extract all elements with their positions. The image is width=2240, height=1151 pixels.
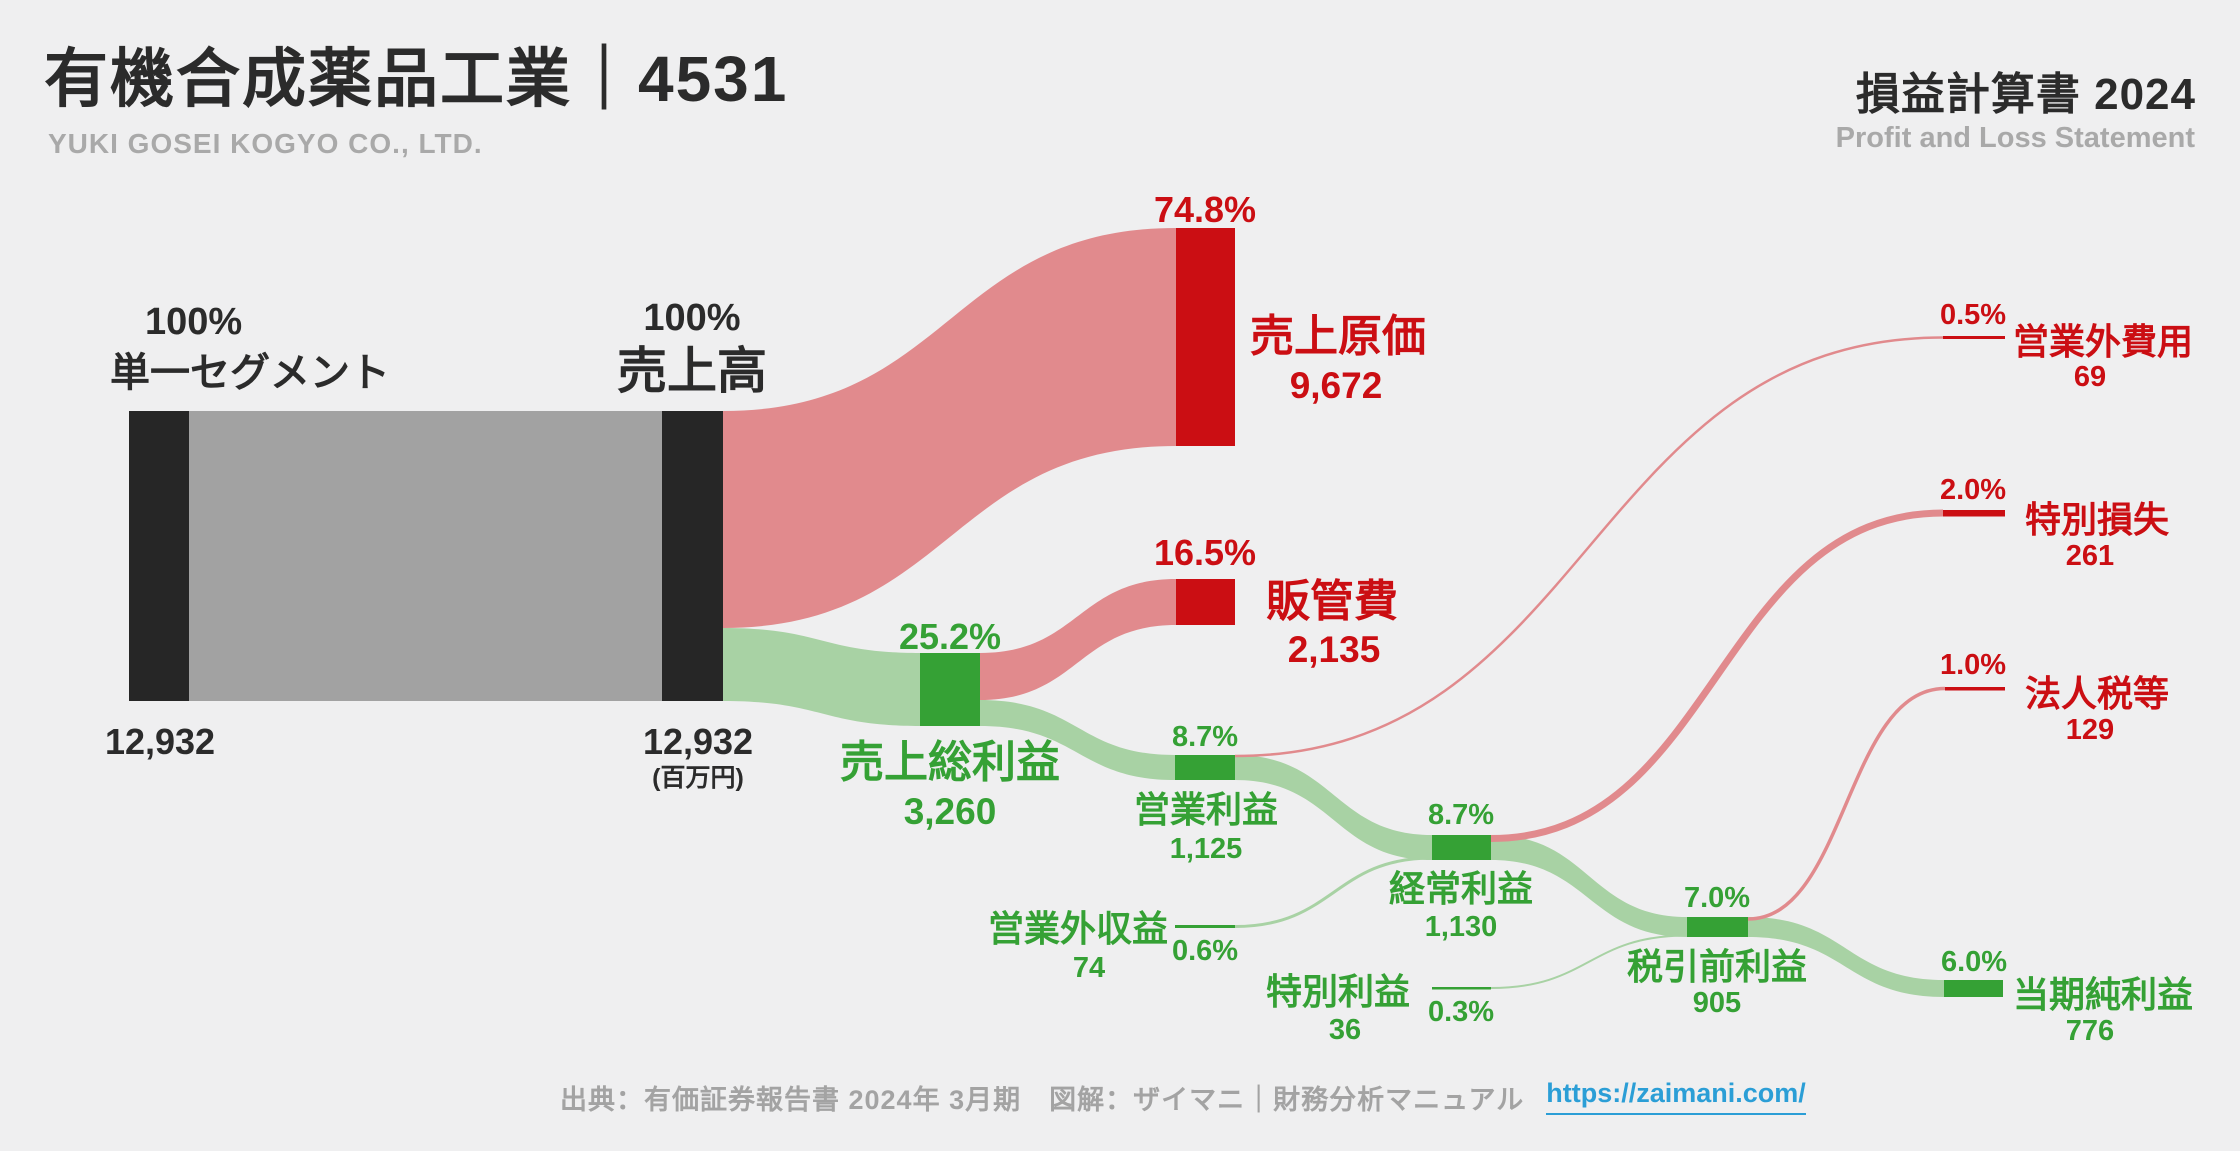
non-operating-income-percent: 0.6% xyxy=(1172,935,1238,967)
pretax-profit-label: 税引前利益 xyxy=(1627,946,1807,987)
extraordinary-gain-percent: 0.3% xyxy=(1428,996,1494,1028)
sales-unit-note: (百万円) xyxy=(652,764,744,792)
extraordinary-loss-label: 特別損失 xyxy=(2025,499,2170,540)
sga-label: 販管費 xyxy=(1266,577,1398,626)
node-bar-non-operating-income xyxy=(1175,925,1235,928)
sales-percent: 100% xyxy=(643,297,740,339)
cogs-label: 売上原価 xyxy=(1250,312,1426,361)
page-subtitle: YUKI GOSEI KOGYO CO., LTD. xyxy=(48,128,483,159)
node-bar-sga xyxy=(1176,579,1235,625)
sales-value: 12,932 xyxy=(643,721,753,762)
segment-percent: 100% xyxy=(145,301,242,343)
ordinary-profit-value: 1,130 xyxy=(1425,911,1498,943)
sga-percent: 16.5% xyxy=(1154,532,1256,573)
node-bar-extraordinary-loss xyxy=(1943,510,2005,517)
net-profit-value: 776 xyxy=(2066,1015,2114,1047)
income-taxes-label: 法人税等 xyxy=(2025,673,2169,714)
gross-profit-label: 売上総利益 xyxy=(840,738,1060,787)
ordinary-profit-label: 経常利益 xyxy=(1389,868,1533,909)
footer-source-text: 出典：有価証券報告書 2024年 3月期 図解：ザイマニ｜財務分析マニュアル xyxy=(560,1085,1525,1115)
flow-pretax-profit-income-taxes xyxy=(1747,686,1946,921)
flow-operating-profit-ordinary-profit xyxy=(1235,755,1432,860)
footer-link[interactable]: https://zaimani.com/ xyxy=(1546,1078,1806,1115)
sga-value: 2,135 xyxy=(1288,629,1381,670)
flow-segment-sales xyxy=(189,411,662,701)
node-bar-non-operating-expense xyxy=(1943,336,2005,339)
gross-profit-percent: 25.2% xyxy=(899,616,1001,657)
footer: 出典：有価証券報告書 2024年 3月期 図解：ザイマニ｜財務分析マニュアル h… xyxy=(560,1078,1806,1117)
node-bar-cogs xyxy=(1176,228,1235,446)
extraordinary-gain-label: 特別利益 xyxy=(1266,971,1410,1012)
document-title: 損益計算書 2024 xyxy=(1855,70,2196,119)
document-subtitle: Profit and Loss Statement xyxy=(1835,122,2195,154)
flow-ordinary-profit-pretax-profit xyxy=(1491,835,1687,937)
node-bar-pretax-profit xyxy=(1687,917,1748,937)
income-taxes-value: 129 xyxy=(2066,714,2114,746)
gross-profit-value: 3,260 xyxy=(904,791,997,832)
flow-non-operating-income-ordinary-profit xyxy=(1234,856,1433,928)
ordinary-profit-percent: 8.7% xyxy=(1428,799,1494,831)
sales-label: 売上高 xyxy=(617,343,767,399)
operating-profit-label: 営業利益 xyxy=(1134,789,1278,830)
node-bar-sales xyxy=(662,411,723,701)
pretax-profit-value: 905 xyxy=(1693,987,1741,1019)
flow-sales-cogs xyxy=(723,228,1176,628)
non-operating-expense-percent: 0.5% xyxy=(1940,299,2006,331)
extraordinary-loss-value: 261 xyxy=(2066,540,2114,572)
flow-ordinary-profit-extraordinary-loss xyxy=(1490,509,1944,842)
net-profit-percent: 6.0% xyxy=(1941,946,2007,978)
cogs-value: 9,672 xyxy=(1290,365,1383,406)
segment-value: 12,932 xyxy=(105,721,215,762)
flow-gross-profit-sga xyxy=(980,579,1176,700)
net-profit-label: 当期純利益 xyxy=(2013,974,2193,1015)
operating-profit-value: 1,125 xyxy=(1170,833,1243,865)
flow-operating-profit-non-operating-expense xyxy=(1234,336,1944,758)
page-title: 有機合成薬品工業｜4531 xyxy=(44,43,789,115)
flow-gross-profit-operating-profit xyxy=(980,700,1175,780)
node-bar-ordinary-profit xyxy=(1432,835,1491,860)
operating-profit-percent: 8.7% xyxy=(1172,721,1238,753)
node-bar-operating-profit xyxy=(1175,755,1235,780)
node-bar-income-taxes xyxy=(1945,687,2005,691)
node-bar-gross-profit xyxy=(920,653,980,726)
non-operating-income-label: 営業外収益 xyxy=(988,908,1168,949)
cogs-percent: 74.8% xyxy=(1154,189,1256,230)
non-operating-income-value: 74 xyxy=(1073,952,1105,984)
pretax-profit-percent: 7.0% xyxy=(1684,882,1750,914)
income-taxes-percent: 1.0% xyxy=(1940,649,2006,681)
flow-extraordinary-gain-pretax-profit xyxy=(1490,934,1688,989)
segment-label: 単一セグメント xyxy=(110,351,390,395)
node-bar-segment xyxy=(129,411,189,701)
node-bar-net-profit xyxy=(1944,980,2003,997)
flow-sales-gross-profit xyxy=(723,628,920,726)
flow-pretax-profit-net-profit xyxy=(1748,917,1944,997)
extraordinary-gain-value: 36 xyxy=(1329,1014,1361,1046)
node-bar-extraordinary-gain xyxy=(1432,987,1491,990)
non-operating-expense-value: 69 xyxy=(2074,361,2106,393)
extraordinary-loss-percent: 2.0% xyxy=(1940,474,2006,506)
non-operating-expense-label: 営業外費用 xyxy=(2013,321,2193,362)
